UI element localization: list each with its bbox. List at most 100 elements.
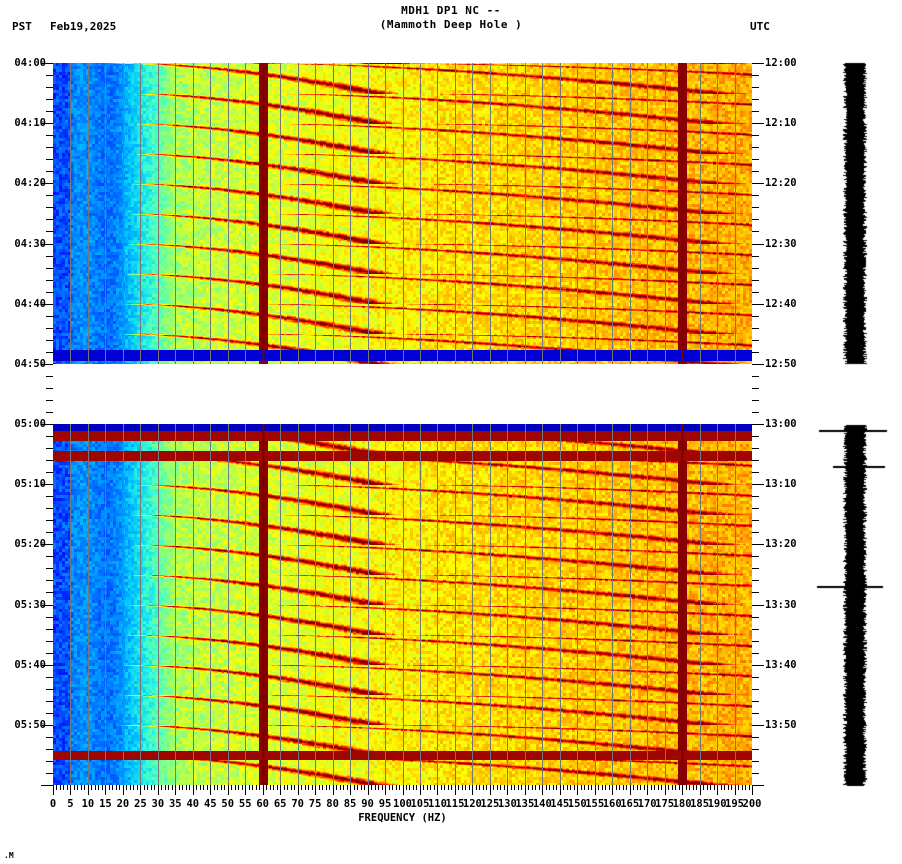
y-axis-tick-right xyxy=(752,725,764,726)
y-axis-tick-left xyxy=(46,713,53,714)
y-axis-tick-right xyxy=(752,304,764,305)
x-axis-tick xyxy=(644,785,645,790)
x-axis-tick xyxy=(98,785,99,790)
y-axis-tick-left xyxy=(46,641,53,642)
y-axis-label-utc: 13:30 xyxy=(765,598,797,611)
x-axis-tick xyxy=(654,785,655,790)
x-axis-tick xyxy=(333,785,334,795)
x-axis-tick xyxy=(140,785,141,795)
x-axis-tick xyxy=(350,785,351,795)
y-axis-label-utc: 12:00 xyxy=(765,57,797,69)
x-axis-tick xyxy=(465,785,466,790)
y-axis-tick-left xyxy=(46,460,53,461)
x-axis-tick xyxy=(368,785,369,795)
y-axis-tick-left xyxy=(41,244,53,245)
x-axis-label: 5 xyxy=(67,798,74,810)
x-axis-tick xyxy=(700,785,701,795)
x-axis-tick xyxy=(675,785,676,790)
y-axis-tick-left xyxy=(46,580,53,581)
x-axis-tick xyxy=(493,785,494,790)
x-axis-tick xyxy=(483,785,484,790)
x-axis-tick xyxy=(326,785,327,790)
seismogram-trace xyxy=(815,60,902,788)
x-axis-tick xyxy=(242,785,243,790)
x-axis-tick xyxy=(497,785,498,790)
x-axis-tick xyxy=(714,785,715,790)
x-axis-tick xyxy=(525,785,526,795)
spectrogram-plot[interactable] xyxy=(53,63,752,785)
x-axis-tick xyxy=(511,785,512,790)
y-axis-tick-right xyxy=(752,400,759,401)
x-axis-tick xyxy=(742,785,743,790)
y-axis-tick-right xyxy=(752,123,764,124)
x-axis-tick xyxy=(486,785,487,790)
y-axis-tick-left xyxy=(46,773,53,774)
y-axis-tick-left xyxy=(46,412,53,413)
x-axis-tick xyxy=(116,785,117,790)
x-axis-tick xyxy=(441,785,442,790)
x-axis-tick xyxy=(123,785,124,795)
x-axis-tick xyxy=(574,785,575,790)
y-axis-tick-right xyxy=(752,580,759,581)
y-axis-tick-right xyxy=(752,256,759,257)
x-axis-tick xyxy=(504,785,505,790)
y-axis-tick-left xyxy=(46,99,53,100)
x-axis-tick xyxy=(266,785,267,790)
y-axis-label-utc: 13:10 xyxy=(765,478,797,491)
x-axis-tick xyxy=(168,785,169,790)
x-axis-tick xyxy=(343,785,344,790)
y-axis-label-local: 05:50 xyxy=(14,718,46,731)
x-axis-tick xyxy=(518,785,519,790)
x-axis-label: 160 xyxy=(602,798,622,810)
x-axis-tick xyxy=(472,785,473,795)
y-axis-tick-right xyxy=(752,484,764,485)
x-axis-tick xyxy=(291,785,292,790)
y-axis-tick-right xyxy=(752,508,759,509)
x-axis-tick xyxy=(270,785,271,790)
x-axis-label: 20 xyxy=(116,798,130,810)
x-axis-tick xyxy=(500,785,501,790)
x-axis-tick xyxy=(469,785,470,790)
x-axis-tick xyxy=(567,785,568,790)
y-axis-tick-right xyxy=(752,701,759,702)
x-axis-tick xyxy=(158,785,159,795)
y-axis-tick-left xyxy=(41,605,53,606)
x-axis-tick xyxy=(476,785,477,790)
x-axis-tick xyxy=(392,785,393,790)
y-axis-tick-left xyxy=(46,448,53,449)
x-axis-label: 80 xyxy=(326,798,339,810)
x-axis-label: 95 xyxy=(378,798,392,810)
y-axis-tick-right xyxy=(752,316,759,317)
x-axis-label: 40 xyxy=(186,798,200,810)
x-axis-tick xyxy=(528,785,529,790)
y-axis-tick-left xyxy=(46,629,53,630)
x-axis-tick xyxy=(221,785,222,790)
x-axis-tick xyxy=(378,785,379,790)
y-axis-label-utc: 13:50 xyxy=(765,718,797,731)
y-axis-tick-right xyxy=(752,737,759,738)
x-axis-label: 60 xyxy=(256,798,270,810)
x-axis-tick xyxy=(588,785,589,790)
x-axis-tick xyxy=(640,785,641,790)
x-axis-tick xyxy=(91,785,92,790)
x-axis-tick xyxy=(735,785,736,795)
y-axis-tick-right xyxy=(752,653,759,654)
x-axis-tick xyxy=(389,785,390,790)
x-axis-tick xyxy=(458,785,459,790)
x-axis-label: 200 xyxy=(742,798,762,810)
x-axis-label: 65 xyxy=(273,798,287,810)
x-axis-tick xyxy=(294,785,295,790)
y-axis-tick-right xyxy=(752,424,764,425)
x-axis-tick xyxy=(277,785,278,790)
x-axis-tick xyxy=(619,785,620,790)
y-axis-label-local: 04:10 xyxy=(14,117,46,130)
y-axis-tick-right xyxy=(752,605,764,606)
x-axis-label: 185 xyxy=(690,798,710,810)
x-axis-tick xyxy=(231,785,232,790)
y-axis-tick-right xyxy=(752,592,759,593)
x-axis-tick xyxy=(416,785,417,790)
x-axis-tick xyxy=(364,785,365,790)
x-axis-tick xyxy=(361,785,362,790)
x-axis-label: 135 xyxy=(515,798,535,810)
y-axis-tick-left xyxy=(46,556,53,557)
